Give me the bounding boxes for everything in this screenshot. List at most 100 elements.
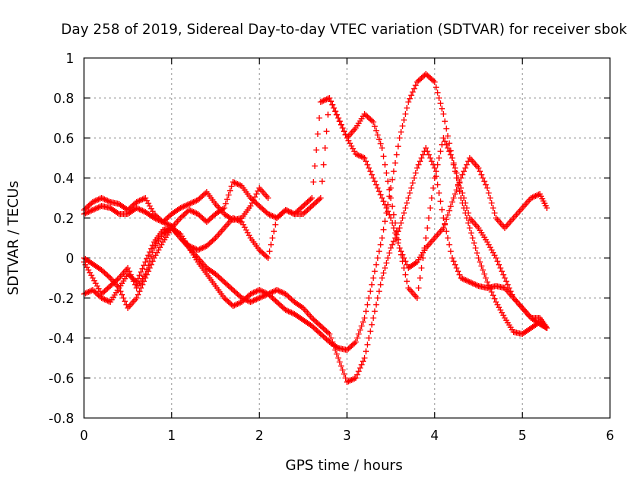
data-point [422, 71, 429, 77]
data-point [130, 278, 137, 285]
data-point [234, 291, 241, 297]
data-point [543, 325, 550, 331]
data-point [323, 336, 330, 343]
y-axis-label: SDTVAR / TECUs [6, 181, 22, 296]
data-point [396, 225, 403, 231]
data-point [449, 255, 456, 261]
data-point [450, 160, 457, 166]
data-point [91, 288, 98, 295]
data-point [320, 333, 327, 340]
data-point [203, 219, 210, 225]
data-point [495, 261, 502, 268]
data-point [322, 335, 329, 341]
data-point [86, 269, 93, 276]
data-point [396, 135, 403, 141]
data-point [494, 258, 501, 265]
data-point [465, 210, 472, 216]
data-point [441, 220, 448, 227]
data-point [364, 113, 371, 120]
data-point [438, 206, 445, 213]
grid [84, 58, 610, 418]
data-point [158, 241, 165, 248]
data-point [205, 217, 212, 224]
data-point [373, 181, 380, 188]
data-point [446, 241, 453, 248]
data-point [400, 255, 407, 261]
data-point [333, 351, 340, 357]
data-point [218, 276, 225, 283]
data-point [424, 148, 431, 155]
y-tick-label: 0.2 [53, 212, 74, 227]
data-point [303, 208, 310, 215]
data-point [300, 203, 307, 209]
data-point [278, 303, 285, 309]
data-point [117, 288, 124, 295]
data-point [419, 151, 426, 158]
data-point [197, 194, 204, 201]
data-point [130, 201, 137, 208]
data-point [221, 205, 228, 211]
data-point [414, 79, 421, 85]
data-point [383, 260, 390, 266]
data-point [266, 248, 273, 255]
data-point [215, 273, 222, 280]
data-point [224, 281, 231, 288]
data-point [278, 211, 285, 217]
data-point [379, 195, 386, 201]
data-point [368, 281, 375, 288]
data-point [91, 277, 98, 284]
data-point [327, 335, 334, 341]
data-point [433, 84, 440, 91]
data-point [222, 200, 229, 207]
data-point [427, 155, 434, 161]
data-point [491, 252, 498, 259]
data-point [338, 121, 345, 128]
data-point [409, 180, 416, 186]
data-point [441, 138, 448, 145]
data-point [381, 265, 388, 271]
x-tick-label: 2 [255, 429, 263, 444]
data-point [314, 320, 321, 327]
data-point [83, 204, 90, 211]
data-point [199, 193, 206, 199]
data-point [479, 175, 486, 181]
data-point [314, 131, 321, 137]
data-point [95, 292, 102, 299]
data-point [142, 271, 149, 277]
data-point [392, 220, 399, 226]
data-point [222, 296, 229, 303]
data-point [441, 118, 448, 125]
data-point [265, 255, 272, 261]
chart-title: Day 258 of 2019, Sidereal Day-to-day VTE… [61, 22, 628, 38]
y-tick-label: 0.6 [53, 132, 74, 147]
data-point [425, 73, 432, 80]
data-point [465, 220, 472, 226]
data-point [543, 205, 550, 211]
data-point [317, 195, 324, 201]
data-point [402, 205, 409, 211]
data-point [389, 241, 396, 248]
data-point [325, 111, 332, 118]
data-point [430, 185, 437, 191]
data-point [437, 148, 444, 155]
data-point [339, 125, 346, 131]
data-point [373, 301, 380, 308]
data-point [459, 171, 466, 178]
data-point [376, 188, 383, 195]
data-point [373, 261, 380, 268]
data-point [341, 128, 348, 135]
data-point [498, 268, 505, 275]
data-point [368, 321, 375, 328]
data-point [152, 252, 159, 259]
data-point [311, 200, 318, 207]
data-point [202, 190, 209, 197]
data-point [361, 315, 368, 321]
series-track-b [81, 71, 550, 353]
data-point [433, 168, 440, 175]
data-point [316, 115, 323, 121]
series-track-e [81, 95, 550, 331]
data-point [438, 105, 445, 112]
data-point [351, 340, 358, 347]
data-point [98, 291, 105, 297]
data-point [481, 178, 488, 185]
